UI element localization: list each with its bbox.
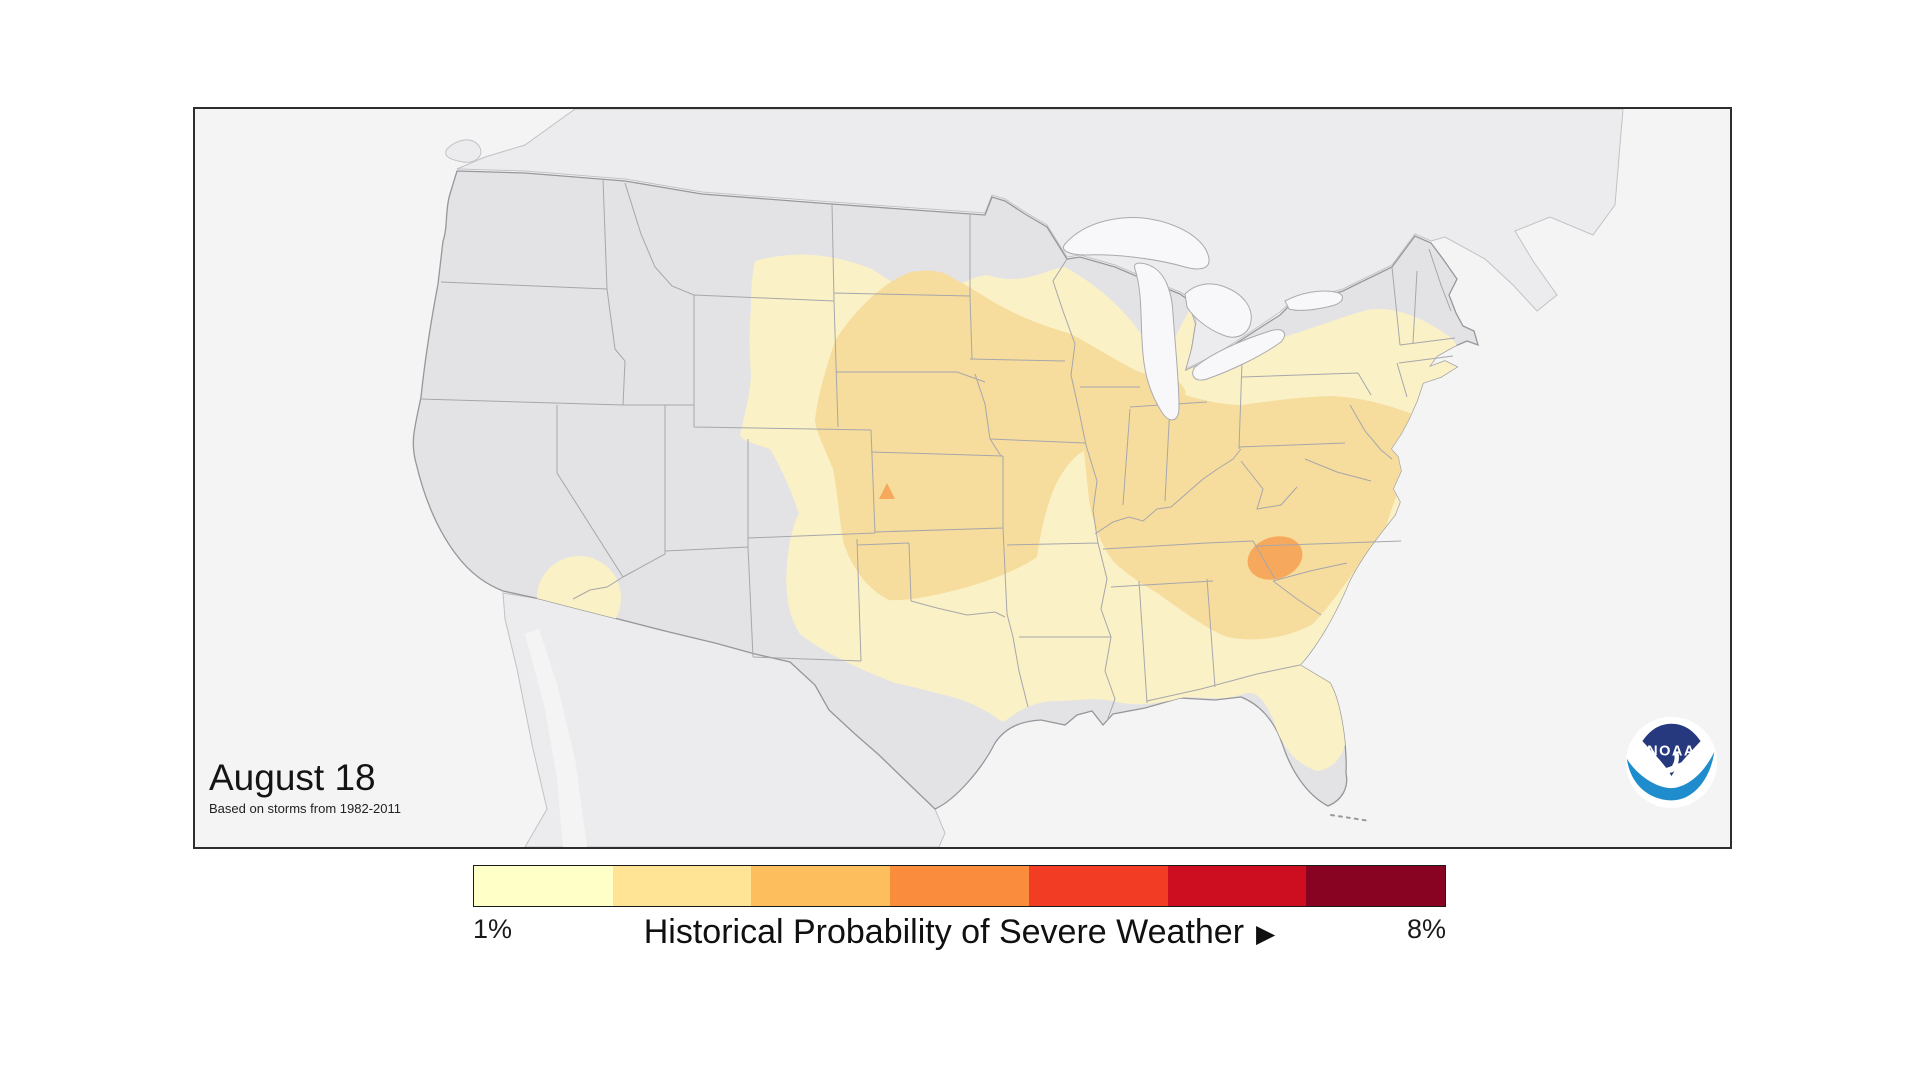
seagull-icon: [1637, 747, 1708, 775]
seagull-wing-icon: [1669, 751, 1679, 773]
legend-color-segment: [751, 866, 891, 906]
map-source-note: Based on storms from 1982-2011: [209, 800, 401, 816]
date-block: August 18 Based on storms from 1982-2011: [209, 757, 401, 816]
legend: 1% 8% Historical Probability of Severe W…: [473, 865, 1446, 951]
noaa-logo-text: NOAA: [1647, 744, 1696, 760]
noaa-logo: NOAA: [1625, 716, 1718, 809]
legend-min-label: 1%: [473, 914, 513, 944]
legend-color-segment: [474, 866, 613, 906]
noaa-logo-sky: [1642, 723, 1701, 777]
legend-max-label: 8%: [1406, 914, 1446, 944]
legend-colorbar: [473, 865, 1446, 907]
legend-color-segment: [1306, 866, 1446, 906]
legend-title: Historical Probability of Severe Weather…: [644, 913, 1276, 952]
lake-huron: [1184, 283, 1252, 338]
florida-keys: [1330, 814, 1371, 822]
us-probability-map: [195, 109, 1730, 847]
legend-color-segment: [1028, 866, 1168, 906]
carolinas-probability-spot: [1247, 536, 1303, 580]
gulf-of-california: [525, 629, 587, 847]
canada-landmass: [456, 109, 1624, 370]
vancouver-island: [445, 139, 482, 163]
kansas-probability-spot: [879, 483, 895, 499]
map-date-label: August 18: [209, 757, 376, 798]
lake-superior: [1063, 217, 1210, 270]
severe-weather-map-panel: August 18 Based on storms from 1982-2011…: [193, 107, 1732, 849]
legend-color-segment: [1167, 866, 1307, 906]
lake-michigan: [1134, 262, 1180, 421]
lake-erie: [1192, 329, 1285, 381]
lake-ontario: [1284, 290, 1343, 311]
noaa-logo-sea: [1626, 751, 1715, 801]
play-arrow-icon: ▶: [1256, 920, 1276, 948]
state-borders: [419, 178, 1456, 722]
legend-color-segment: [612, 866, 752, 906]
legend-color-segment: [890, 866, 1029, 906]
legend-title-text: Historical Probability of Severe Weather: [643, 913, 1245, 951]
